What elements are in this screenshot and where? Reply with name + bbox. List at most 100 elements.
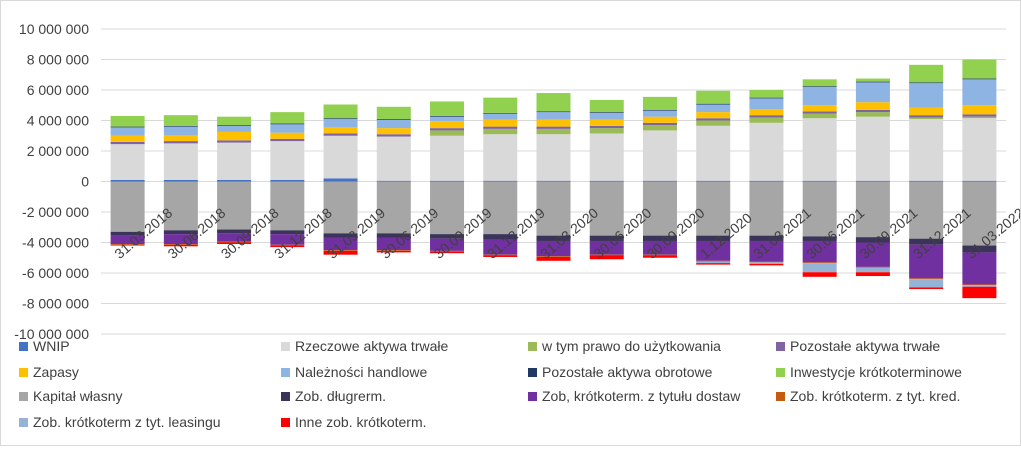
bar-segment: [270, 179, 305, 182]
bar-segment: [589, 235, 624, 241]
bar-segment: [110, 181, 145, 232]
legend-swatch: [19, 368, 28, 377]
bar-segment: [642, 116, 677, 123]
bar-segment: [110, 127, 145, 136]
bar-segment: [536, 93, 571, 112]
legend-swatch: [281, 368, 290, 377]
bar-segment: [855, 82, 890, 103]
bar-segment: [802, 181, 837, 237]
bar-segment: [802, 105, 837, 112]
bar-segment: [642, 109, 677, 111]
bar-segment: [962, 284, 997, 286]
bar-segment: [909, 117, 944, 119]
bar-segment: [802, 113, 837, 119]
bar-segment: [589, 254, 624, 256]
bar-segment: [376, 128, 411, 135]
bar-segment: [163, 125, 198, 127]
bar-segment: [376, 106, 411, 119]
bar-segment: [749, 122, 784, 181]
bar-segment: [430, 128, 465, 131]
bar-segment: [536, 126, 571, 129]
bar-segment: [110, 135, 145, 142]
bar-segment: [962, 116, 997, 119]
bar-segment: [962, 252, 997, 285]
bar-segment: [749, 109, 784, 116]
bar-segment: [217, 125, 252, 132]
bar-segment: [163, 134, 198, 142]
legend-label: Inne zob. krótkoterm.: [295, 414, 427, 430]
legend-swatch: [776, 368, 785, 377]
bar-segment: [962, 114, 997, 117]
bar-segment: [110, 115, 145, 127]
bar-segment: [909, 278, 944, 280]
bar-segment: [323, 181, 358, 234]
bar-segment: [749, 262, 784, 264]
bar-segment: [110, 144, 145, 180]
bar-segment: [909, 279, 944, 288]
bar-segment: [962, 79, 997, 106]
bar-segment: [163, 181, 198, 231]
bar-segment: [217, 116, 252, 126]
bar-segment: [110, 141, 145, 145]
bar-segment: [376, 134, 411, 137]
bar-segment: [749, 97, 784, 99]
bar-segment: [323, 118, 358, 128]
bar-segment: [749, 261, 784, 263]
legend-label: Należności handlowe: [295, 364, 428, 380]
bar-segment: [642, 180, 677, 182]
legend-swatch: [19, 418, 28, 427]
bar-segment: [589, 181, 624, 236]
bar-segment: [855, 81, 890, 83]
bar-segment: [163, 115, 198, 126]
bar-segment: [696, 263, 731, 265]
bar-segment: [110, 231, 145, 236]
bar-segment: [323, 135, 358, 179]
legend-swatch: [528, 368, 537, 377]
bar-segment: [483, 119, 518, 127]
bar-segment: [909, 238, 944, 245]
bar-segment: [696, 90, 731, 104]
bar-segment: [749, 235, 784, 241]
bar-segment: [642, 110, 677, 117]
bar-segment: [483, 255, 518, 257]
bar-segment: [430, 121, 465, 129]
bar-segment: [376, 118, 411, 120]
bar-segment: [483, 97, 518, 113]
bar-segment: [589, 180, 624, 182]
legend-label: Pozostałe aktywa trwałe: [790, 338, 940, 354]
bar-segment: [430, 181, 465, 235]
bar-segment: [217, 229, 252, 234]
bar-segment: [962, 118, 997, 181]
bar-segment: [483, 254, 518, 256]
bar-segment: [855, 180, 890, 182]
bar-segment: [589, 99, 624, 113]
bar-segment: [536, 181, 571, 236]
bar-segment: [696, 120, 731, 126]
legend-swatch: [528, 342, 537, 351]
y-tick-label: 0: [81, 174, 89, 190]
bar-segment: [376, 237, 411, 251]
bar-segment: [217, 181, 252, 230]
bar-segment: [536, 256, 571, 261]
legend-label: Zob. długrerm.: [295, 388, 386, 404]
legend-label: Rzeczowe aktywa trwałe: [295, 338, 448, 354]
bar-segment: [589, 112, 624, 120]
bar-segment: [696, 112, 731, 119]
bar-segment: [483, 134, 518, 181]
bar-segment: [749, 263, 784, 266]
bar-segment: [270, 245, 305, 248]
bar-segment: [376, 119, 411, 129]
bar-segment: [376, 136, 411, 181]
bar-segment: [483, 181, 518, 235]
bar-segment: [855, 267, 890, 273]
y-tick-label: 10 000 000: [19, 21, 89, 37]
bar-segment: [376, 181, 411, 234]
bar-segment: [483, 126, 518, 129]
bar-segment: [163, 244, 198, 245]
bar-segment: [163, 141, 198, 144]
bar-segment: [749, 90, 784, 98]
bar-segment: [696, 125, 731, 181]
bar-segment: [855, 102, 890, 110]
